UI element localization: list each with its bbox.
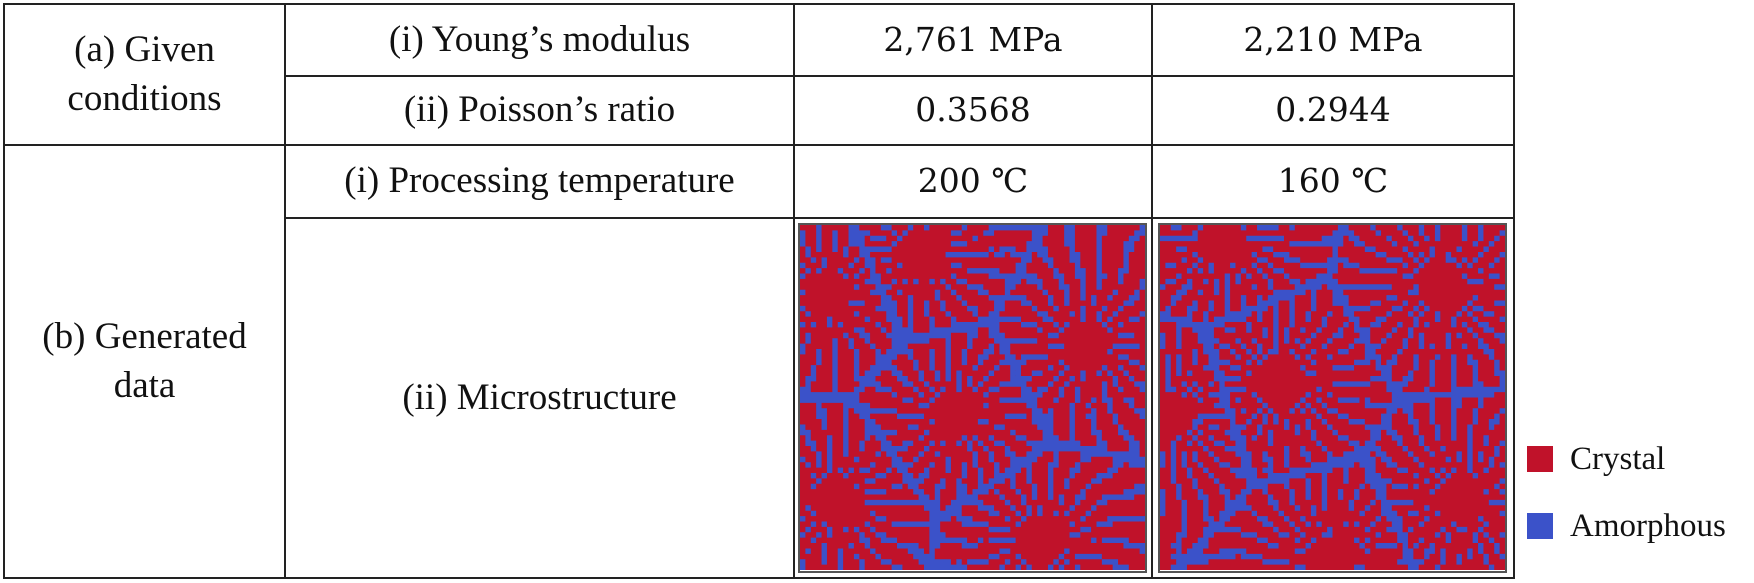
border (3, 577, 1515, 579)
border (3, 3, 1515, 5)
legend-label: Crystal (1570, 441, 1666, 477)
legend-label: Amorphous (1570, 508, 1726, 544)
value: 160 ℃ (1277, 161, 1389, 201)
value: 2,210 MPa (1243, 19, 1423, 59)
group-label: (a) Given conditions (67, 29, 222, 119)
value: 200 ℃ (917, 161, 1029, 201)
col-line (1151, 3, 1153, 579)
microstructure-image (798, 223, 1147, 573)
group-label: (b) Generated data (42, 316, 247, 406)
value: 0.2944 (1275, 90, 1391, 130)
row-label: (ii) Poisson’s ratio (403, 89, 676, 131)
legend-swatch (1527, 513, 1553, 539)
col-line (284, 3, 286, 579)
col-line (793, 3, 795, 579)
row-label: (i) Young’s modulus (388, 18, 691, 60)
row-label: (ii) Microstructure (402, 376, 677, 418)
row-line (285, 217, 1515, 219)
row-line (3, 144, 1515, 146)
row-label: (i) Processing temperature (344, 160, 735, 202)
amorphous-region (1160, 225, 1505, 570)
row-line (285, 75, 1515, 77)
legend-swatch (1527, 446, 1553, 472)
amorphous-region (800, 225, 1145, 570)
value: 0.3568 (915, 90, 1031, 130)
border (3, 3, 5, 579)
border (1513, 3, 1515, 579)
microstructure-image (1158, 223, 1507, 573)
value: 2,761 MPa (883, 19, 1063, 59)
